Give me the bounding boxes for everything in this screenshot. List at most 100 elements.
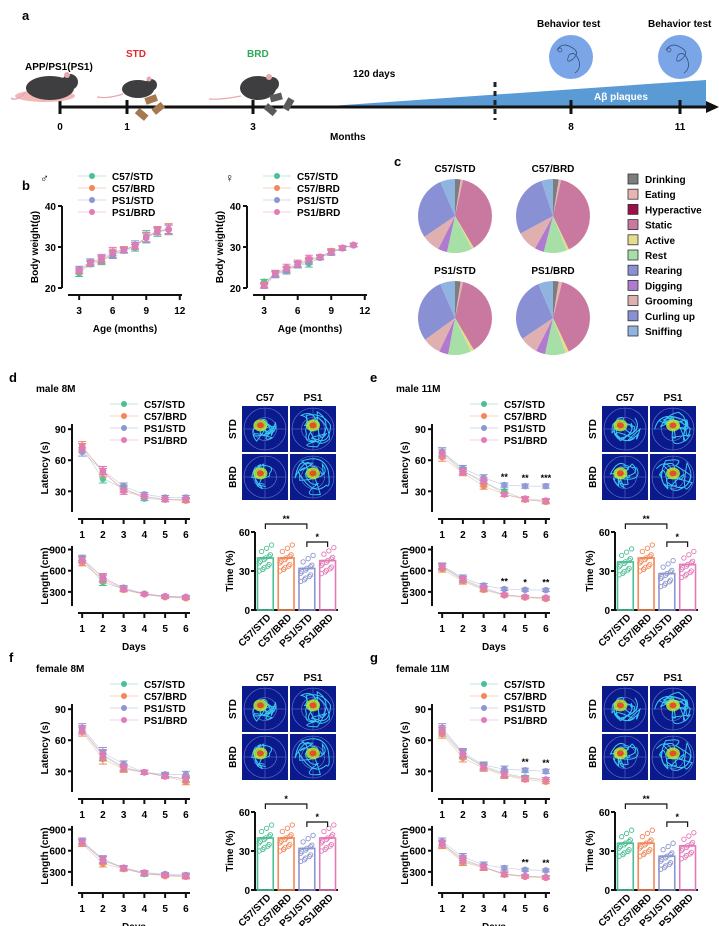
tick-label-11: 11 bbox=[675, 122, 686, 133]
individual-point bbox=[326, 548, 332, 554]
maze-row-label: BRD bbox=[228, 746, 239, 768]
y-axis-label: Time (%) bbox=[225, 550, 236, 592]
x-tick-label: 5 bbox=[522, 624, 528, 635]
individual-point bbox=[637, 560, 643, 566]
legend-label: C57/STD bbox=[504, 400, 545, 411]
individual-point bbox=[625, 848, 631, 854]
y-tick-label: 60 bbox=[599, 528, 611, 539]
series-line bbox=[441, 733, 546, 782]
data-point bbox=[542, 873, 550, 881]
individual-point bbox=[327, 566, 333, 572]
x-tick-label: 6 bbox=[183, 810, 189, 821]
individual-point bbox=[691, 548, 697, 555]
data-point bbox=[542, 867, 550, 874]
heat-core bbox=[256, 750, 264, 757]
pie-slice-rest bbox=[544, 318, 566, 355]
series-line bbox=[81, 731, 186, 782]
maze-row-label: BRD bbox=[588, 466, 599, 488]
individual-point bbox=[623, 549, 630, 555]
data-point bbox=[459, 855, 467, 863]
individual-point bbox=[306, 853, 313, 860]
legend-label: PS1/BRD bbox=[297, 208, 340, 219]
data-point bbox=[161, 593, 169, 600]
data-point bbox=[78, 444, 86, 452]
significance-marker: ** bbox=[522, 857, 530, 867]
y-tick-label: 600 bbox=[409, 847, 426, 858]
individual-point bbox=[331, 822, 337, 828]
significance-marker: *** bbox=[541, 473, 552, 483]
individual-point bbox=[665, 843, 671, 850]
significance-marker: ** bbox=[501, 472, 509, 482]
pie-chart: PS1/BRD bbox=[516, 266, 591, 355]
tick-label-8: 8 bbox=[568, 122, 574, 133]
series-line bbox=[81, 727, 186, 775]
legend-label: Drinking bbox=[645, 175, 686, 186]
series-line bbox=[81, 729, 186, 780]
swim-path bbox=[656, 739, 693, 771]
individual-point bbox=[260, 566, 266, 573]
brd-chow-icon bbox=[263, 92, 295, 117]
data-point bbox=[87, 259, 94, 267]
legend-label: PS1/STD bbox=[504, 704, 546, 715]
individual-point bbox=[670, 557, 676, 564]
panel-label-g: g bbox=[370, 650, 378, 665]
individual-point bbox=[661, 582, 668, 588]
data-point bbox=[182, 775, 190, 782]
swim-path bbox=[252, 418, 277, 442]
individual-point bbox=[306, 573, 313, 580]
x-tick-label: 2 bbox=[100, 904, 106, 915]
individual-point bbox=[625, 567, 631, 573]
y-tick-label: 60 bbox=[55, 736, 67, 747]
individual-point bbox=[258, 548, 265, 555]
water-maze-icon-11 bbox=[658, 35, 702, 79]
y-axis-label: Latency (s) bbox=[400, 722, 411, 775]
legend-swatch bbox=[627, 310, 639, 322]
male-symbol: ♂ bbox=[40, 171, 49, 185]
legend-label: C57/BRD bbox=[504, 692, 547, 703]
significance-bracket bbox=[306, 541, 329, 547]
individual-point bbox=[322, 569, 328, 575]
series-line bbox=[441, 456, 546, 502]
heat-core bbox=[309, 422, 317, 429]
data-point bbox=[521, 775, 529, 782]
x-tick-label: 3 bbox=[481, 624, 487, 635]
individual-point bbox=[265, 843, 271, 849]
data-point bbox=[501, 870, 508, 878]
legend-label: PS1/STD bbox=[504, 424, 546, 435]
individual-point bbox=[670, 840, 676, 846]
panel-title: male 11M bbox=[396, 384, 440, 395]
y-axis-label: Length (cm) bbox=[40, 547, 51, 604]
data-point bbox=[161, 496, 169, 503]
data-point bbox=[542, 482, 550, 490]
swim-trace-heatmap bbox=[290, 406, 336, 452]
legend-marker bbox=[121, 717, 127, 723]
individual-point bbox=[280, 566, 287, 573]
series-line bbox=[441, 731, 546, 780]
pie-chart: C57/STD bbox=[418, 164, 493, 253]
y-tick-label: 0 bbox=[244, 606, 250, 617]
series-line bbox=[81, 451, 186, 498]
y-axis-label: Length (cm) bbox=[400, 827, 411, 884]
line-chart-female: 20 30 40 3 6 9 12 Body weight(g) Age (months) bbox=[215, 202, 371, 335]
legend-label: Rest bbox=[645, 251, 667, 262]
individual-point bbox=[616, 845, 622, 851]
pie-slice-rest bbox=[446, 216, 472, 253]
y-tick-label: 900 bbox=[409, 546, 426, 557]
significance-marker: ** bbox=[542, 578, 550, 588]
individual-point bbox=[645, 563, 652, 569]
legend-label: C57/BRD bbox=[144, 692, 187, 703]
y-tick-label: 60 bbox=[239, 528, 251, 539]
individual-point bbox=[618, 552, 625, 559]
pie-slice-grooming bbox=[424, 216, 455, 249]
swim-trace-heatmap bbox=[242, 406, 288, 452]
x-tick-label: 3 bbox=[121, 904, 127, 915]
data-point bbox=[501, 864, 508, 872]
individual-point bbox=[297, 570, 304, 576]
individual-point bbox=[661, 864, 668, 871]
individual-point bbox=[686, 833, 692, 839]
y-tick-label: 600 bbox=[49, 567, 66, 578]
significance-bracket bbox=[624, 803, 668, 809]
